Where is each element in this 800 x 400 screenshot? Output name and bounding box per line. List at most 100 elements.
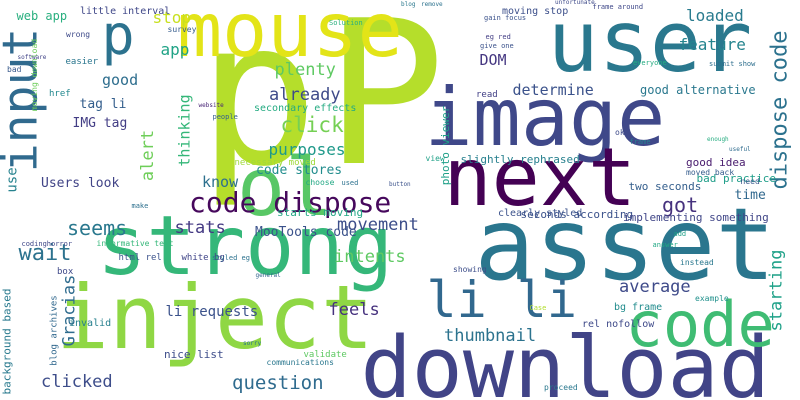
word-two-seconds-38: two seconds (628, 179, 702, 193)
word-web-app-54: web app (16, 9, 68, 23)
word-ol-11: ol (237, 141, 334, 234)
word-moving-download-80: moving download (30, 38, 40, 112)
word-showing-99: showing (453, 265, 487, 274)
word-unfortunate-120: unfortunate (555, 0, 595, 6)
word-clearly-styled-82: clearly styled (498, 208, 583, 219)
word-everyone-89: everyone (633, 58, 667, 67)
word-give-one-88: give one (480, 41, 514, 50)
word-enough-109: enough (707, 136, 729, 143)
word-intents-43: intents (334, 246, 406, 267)
word-nice-list-65: nice list (164, 347, 224, 361)
word-seems-44: seems (67, 216, 128, 240)
word-background-based-64: background based (0, 288, 14, 394)
word-software-117: software (17, 54, 47, 61)
word-moved-back-93: moved back (686, 168, 735, 177)
word-feels-47: feels (328, 299, 380, 320)
word-feature-17: feature (678, 35, 746, 54)
word-button-116: button (389, 181, 411, 188)
word-secondary-effects-59: secondary effects (254, 103, 357, 114)
word-rel-nofollow-67: rel nofollow (582, 319, 655, 330)
word-eg-red-87: eg red (485, 32, 511, 41)
word-general-114: general (255, 272, 281, 279)
word-answer-111: answer (652, 240, 678, 249)
word-href-76: href (49, 88, 71, 99)
word-website-115: website (198, 102, 224, 109)
word-next-5: next (443, 131, 637, 224)
word-alert-30: alert (137, 129, 158, 181)
word-tag-li-32: tag li (79, 96, 127, 112)
word-question-52: question (232, 371, 324, 394)
word-make-78: make (131, 201, 149, 210)
word-submit-show-90: submit show (709, 59, 756, 68)
word-case-106: Case (529, 303, 547, 312)
word-li-requests-51: li requests (165, 304, 259, 320)
word-asset-6: asset (474, 186, 776, 303)
word-codinghorror-97: codinghorror (21, 239, 73, 248)
word-inject-8: inject (56, 266, 374, 369)
word-bad-practice-61: bad practice (696, 171, 776, 185)
word-use-40: use (4, 167, 21, 193)
word-seconds-according-62: seconds according (520, 207, 634, 221)
word-read-72: read (476, 89, 498, 100)
word-slightly-rephrased-57: slightly rephrased (460, 152, 580, 166)
word-gracias-46: Gracias (59, 274, 80, 346)
word-add-112: add (673, 229, 687, 238)
word-time-37: time (734, 187, 766, 203)
word-informative-text-86: informative text (96, 239, 174, 248)
word-good-26: good (102, 70, 139, 89)
word-li-li-13: li li (426, 271, 578, 329)
word-user-3: user (547, 0, 753, 92)
word-img-tag-31: IMG tag (72, 115, 128, 131)
word-movement-35: movement (337, 214, 419, 235)
word-clicked-53: clicked (41, 371, 113, 392)
word-blog-118: blog (401, 1, 416, 8)
word-click-27: click (280, 112, 344, 137)
word-gain-focus-92: gain focus (484, 13, 527, 22)
word-got-36: got (662, 193, 699, 217)
word-people-104: people (212, 112, 238, 121)
word-used-102: used (341, 178, 359, 187)
word-box-79: box (57, 266, 74, 277)
word-dispose-code-15: dispose code (766, 30, 792, 190)
word-code-dispose-14: code dispose (189, 186, 392, 219)
word-html-rel-68: html rel (118, 252, 162, 263)
word-necessary-moved-85: necessary moved (234, 157, 316, 168)
word-plenty-21: plenty (274, 59, 336, 80)
word-blog-archives-71: blog archives (49, 294, 60, 366)
word-instead-95: instead (680, 258, 714, 267)
word-average-48: average (619, 276, 691, 297)
word-know-33: know (202, 172, 239, 191)
word-remove-119: remove (421, 1, 443, 8)
word-mootools-code-42: MooTools code (255, 224, 357, 240)
word-frame-around-91: frame around (592, 2, 644, 11)
word-example-96: example (695, 294, 729, 303)
word-communications-83: communications (266, 358, 334, 367)
word-survey-73: survey (167, 25, 197, 34)
word-stats-41: stats (174, 217, 226, 238)
word-image-4: image (424, 71, 666, 164)
word-choose-101: choose (305, 178, 335, 187)
word-stop-19: stop (152, 8, 192, 27)
word-easier-75: easier (65, 56, 99, 67)
word-moving-stop-58: moving stop (502, 6, 569, 17)
word-dom-22: DOM (479, 50, 507, 69)
word-good-idea-60: good idea (686, 155, 746, 169)
word-strong-7: strong (97, 199, 394, 294)
word-solution-107: Solution (329, 18, 363, 27)
word-implementing-something-81: implementing something (623, 210, 769, 224)
word-useful-110: useful (729, 146, 751, 153)
word-white-bg-69: white bg (181, 252, 225, 263)
word-app-20: app (160, 40, 190, 59)
word-already-24: already (269, 84, 341, 105)
word-wrong-74: wrong (66, 30, 91, 39)
word-starting-49: starting (766, 249, 787, 331)
word-styled-eg-98: styled eg (212, 253, 250, 262)
word-p-1: P (325, 0, 446, 211)
word-p-0: p (198, 0, 319, 211)
word-thinking-29: thinking (175, 93, 194, 167)
word-good-alternative-25: good alternative (640, 83, 756, 97)
word-wait-45: wait (18, 241, 72, 266)
word-bad-77: bad (7, 65, 22, 74)
word-code-stores-34: code stores (256, 162, 343, 178)
